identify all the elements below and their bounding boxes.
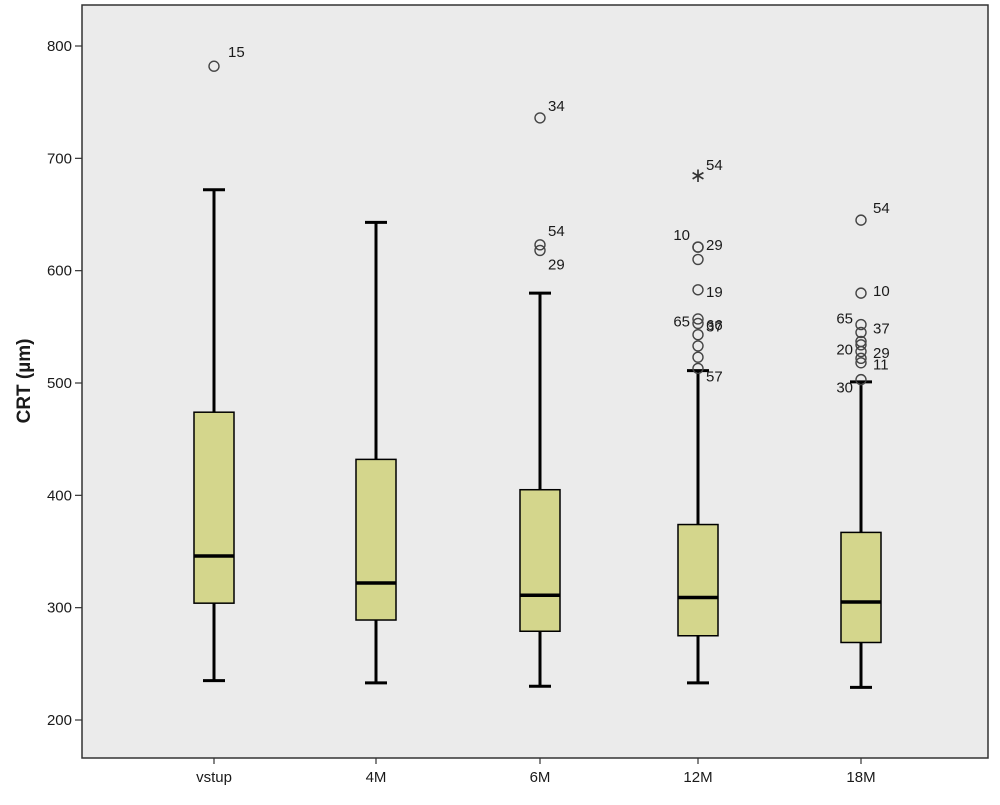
outlier-point (692, 313, 704, 325)
outlier-point (534, 244, 546, 257)
outlier-point (855, 339, 867, 351)
x-tick-label: 4M (366, 769, 387, 786)
outlier-label: 54 (706, 157, 723, 174)
x-axis: vstup 4M 6M 12M 18M (196, 758, 876, 786)
outlier-point (692, 317, 704, 330)
iqr-box (840, 531, 882, 644)
iqr-box (355, 458, 397, 621)
outlier-label: 20 (836, 341, 853, 358)
outlier-point (692, 241, 704, 253)
outlier-point (855, 373, 867, 386)
outlier-label: 54 (548, 223, 565, 240)
outlier-point (855, 214, 867, 226)
outlier-point (208, 60, 220, 72)
y-axis: 200 300 400 500 600 700 800 (47, 38, 82, 729)
outlier-label: 65 (836, 311, 853, 328)
outlier-point (855, 287, 867, 299)
box-group-6M: 34 54 29 (519, 98, 565, 688)
outlier-point (692, 340, 704, 352)
outlier-label: 37 (873, 320, 890, 337)
y-axis-title: CRT (µm) (14, 339, 35, 424)
extreme-outlier-star: ∗ (690, 165, 707, 187)
y-tick-label: 500 (47, 375, 72, 392)
outlier-point (692, 328, 704, 341)
outlier-label: 34 (548, 98, 565, 115)
outlier-point (692, 351, 704, 363)
y-tick-label: 400 (47, 487, 72, 504)
outlier-label: 19 (706, 284, 723, 301)
outlier-point (855, 357, 867, 369)
outlier-label: 29 (548, 256, 565, 273)
outlier-point (855, 345, 867, 358)
box-group-12M: ∗ 54 10 29 19 66 65 37 57 (673, 157, 723, 685)
outlier-point (692, 253, 704, 266)
iqr-box (193, 411, 235, 604)
x-tick-label: 6M (530, 769, 551, 786)
y-tick-label: 800 (47, 38, 72, 55)
x-tick-label: 12M (683, 769, 712, 786)
box-group-4M (355, 220, 397, 685)
outlier-label: 10 (673, 227, 690, 244)
y-tick-label: 300 (47, 600, 72, 617)
outlier-point (855, 326, 867, 339)
outlier-label: 30 (836, 380, 853, 397)
outlier-label: 37 (706, 319, 723, 336)
outlier-point (692, 362, 704, 375)
y-tick-label: 700 (47, 150, 72, 167)
outlier-point (855, 352, 867, 364)
plot-area (81, 4, 989, 759)
outlier-point (534, 112, 546, 124)
outlier-label: 11 (873, 356, 889, 373)
outlier-point (692, 284, 704, 296)
outlier-label: 65 (673, 313, 690, 330)
outlier-label: 15 (228, 44, 245, 61)
outlier-label: 29 (873, 345, 890, 362)
outlier-label: 57 (706, 368, 723, 385)
outlier-point (855, 318, 867, 331)
x-tick-label: 18M (846, 769, 875, 786)
outlier-label: 29 (706, 237, 723, 254)
y-tick-label: 200 (47, 712, 72, 729)
outlier-label: 10 (873, 283, 890, 300)
outlier-label: 54 (873, 200, 890, 217)
box-group-vstup: 15 (193, 44, 245, 683)
y-tick-label: 600 (47, 263, 72, 280)
outlier-label: 66 (706, 317, 723, 334)
outlier-point (534, 239, 546, 251)
iqr-box (677, 523, 719, 637)
x-tick-label: vstup (196, 769, 232, 786)
iqr-box (519, 488, 561, 633)
